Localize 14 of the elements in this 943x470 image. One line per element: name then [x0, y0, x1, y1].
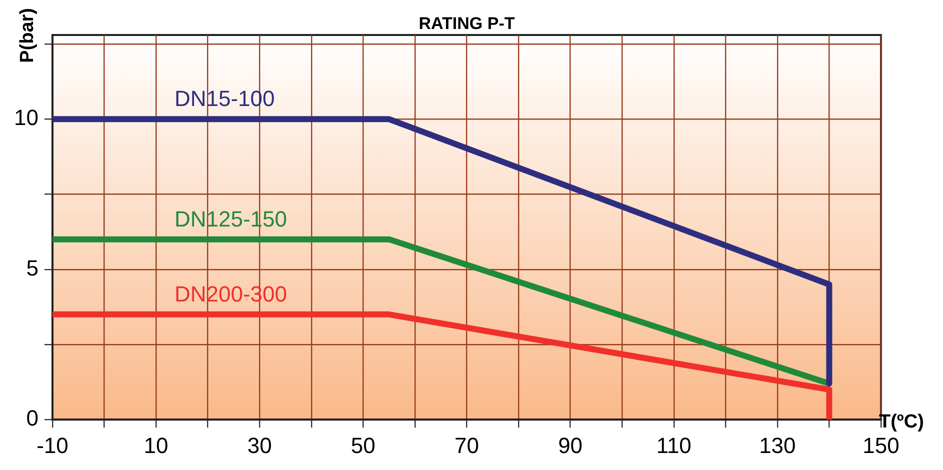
x-tick-label: 130 [759, 432, 796, 458]
y-axis-title: P(bar) [17, 8, 38, 63]
x-tick-label: 10 [144, 432, 168, 458]
x-tick-label: 30 [247, 432, 272, 458]
y-tick-label: 0 [26, 406, 38, 431]
chart-title: RATING P-T [418, 14, 516, 34]
x-tick-label: 50 [350, 432, 376, 458]
y-tick-label: 5 [26, 255, 38, 280]
y-tick-label: 10 [14, 105, 38, 130]
x-tick-label: 70 [454, 432, 479, 458]
x-tick-label: 110 [656, 432, 692, 458]
x-tick-label: 150 [862, 432, 900, 458]
x-tick-label: -10 [36, 432, 68, 458]
x-tick-label: 90 [558, 432, 583, 458]
